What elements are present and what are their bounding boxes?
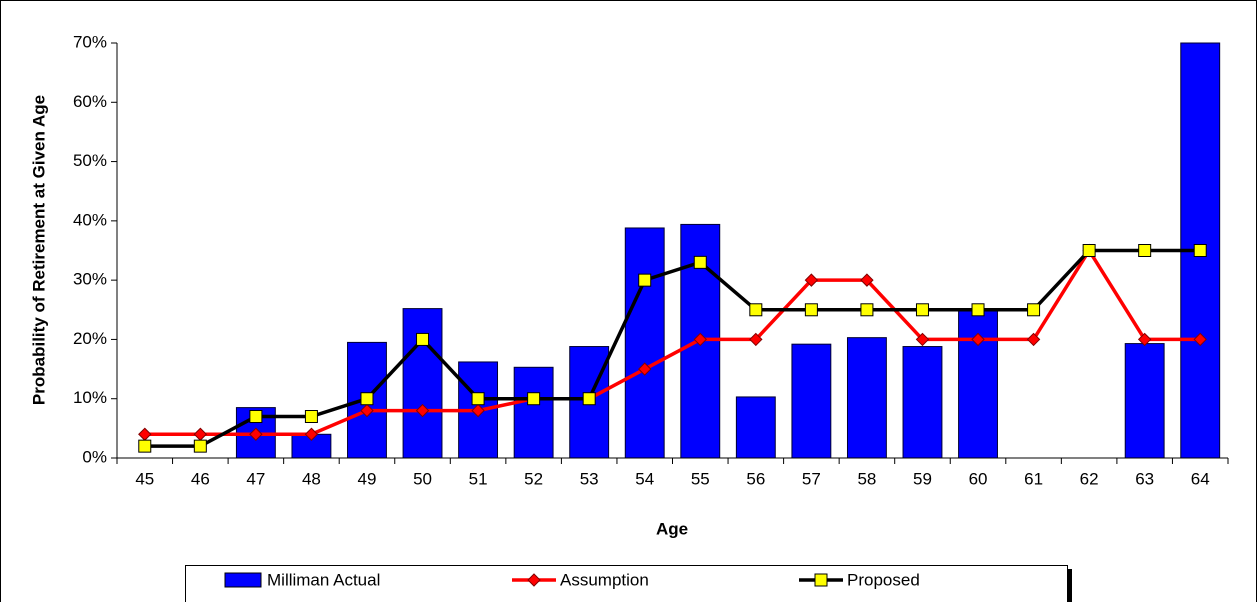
marker [1193, 244, 1207, 257]
y-tick-label: 0% [82, 447, 107, 466]
y-tick-label: 70% [73, 32, 107, 51]
marker [749, 332, 763, 347]
marker [304, 410, 318, 423]
x-tick-label: 62 [1080, 469, 1099, 488]
x-tick-label: 52 [524, 469, 543, 488]
legend [185, 565, 1068, 602]
bar [402, 308, 443, 459]
marker [915, 332, 930, 347]
y-tick-label: 40% [73, 210, 107, 229]
marker [971, 332, 985, 347]
legend-swatch [224, 572, 262, 588]
x-tick-label: 58 [857, 469, 876, 488]
marker [527, 392, 541, 406]
marker [915, 303, 929, 317]
marker [1137, 332, 1152, 347]
marker [360, 392, 374, 406]
bar [902, 346, 943, 459]
x-tick-label: 64 [1191, 469, 1210, 488]
y-axis-title: Probability of Retirement at Given Age [29, 95, 48, 405]
marker [814, 573, 828, 587]
legend-label: Proposed [847, 570, 920, 589]
bar [791, 343, 832, 459]
marker [360, 403, 374, 418]
y-tick-label: 60% [73, 92, 107, 111]
x-tick-label: 59 [913, 469, 932, 488]
x-tick-label: 47 [246, 469, 265, 488]
x-tick-label: 63 [1135, 469, 1154, 488]
marker [249, 427, 263, 441]
marker [638, 273, 652, 287]
bar [1124, 343, 1165, 459]
y-tick-label: 10% [73, 388, 107, 407]
y-tick-label: 30% [73, 270, 107, 289]
y-tick-label: 20% [73, 329, 107, 348]
x-tick-label: 60 [969, 469, 988, 488]
marker [582, 392, 596, 406]
marker [693, 255, 707, 269]
x-tick-label: 48 [302, 469, 321, 488]
marker [693, 332, 707, 347]
marker [527, 573, 541, 587]
marker [804, 303, 818, 317]
marker [1193, 332, 1207, 347]
x-tick-label: 54 [635, 469, 654, 488]
bar [846, 337, 887, 459]
marker [471, 392, 485, 406]
bar [513, 366, 554, 459]
x-tick-label: 45 [135, 469, 154, 488]
x-tick-label: 57 [802, 469, 821, 488]
marker [638, 362, 652, 376]
x-tick-label: 51 [469, 469, 488, 488]
y-tick-label: 50% [73, 151, 107, 170]
marker [1026, 332, 1041, 347]
x-tick-label: 55 [691, 469, 710, 488]
x-tick-label: 50 [413, 469, 432, 488]
marker [138, 439, 152, 453]
x-axis-title: Age [656, 519, 688, 538]
bar [735, 396, 776, 459]
marker [471, 403, 485, 418]
marker [1082, 244, 1096, 257]
bar [624, 227, 665, 459]
marker [860, 273, 874, 287]
marker [416, 332, 430, 346]
marker [749, 303, 763, 317]
marker [249, 410, 263, 423]
line [144, 248, 1201, 448]
marker [860, 303, 874, 317]
x-tick-label: 56 [746, 469, 765, 488]
x-tick-label: 49 [358, 469, 377, 488]
x-tick-label: 53 [580, 469, 599, 488]
legend-label: Assumption [560, 570, 649, 589]
line [144, 247, 1201, 437]
marker [1027, 303, 1041, 317]
marker [804, 273, 819, 287]
marker [971, 303, 985, 317]
marker [1138, 244, 1152, 257]
x-tick-label: 61 [1024, 469, 1043, 488]
marker [415, 403, 430, 418]
legend-label: Milliman Actual [267, 570, 380, 589]
marker [193, 439, 207, 453]
marker [304, 427, 319, 441]
x-tick-label: 46 [191, 469, 210, 488]
